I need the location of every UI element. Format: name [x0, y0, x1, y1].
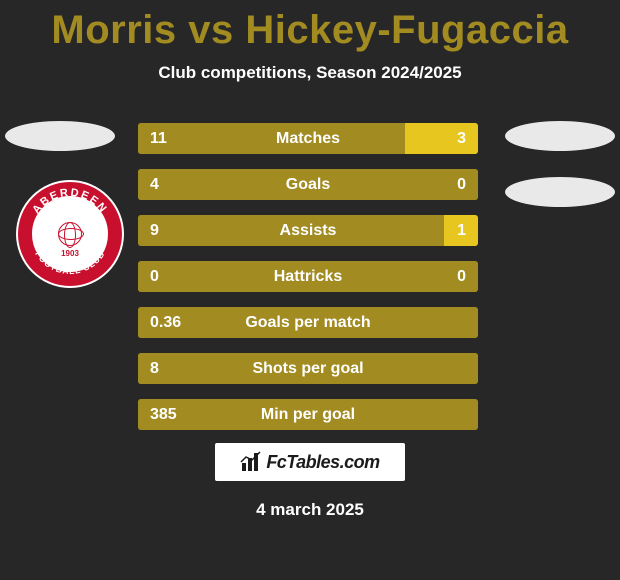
player-badge-right-2 [505, 177, 615, 207]
stat-label: Shots per goal [138, 353, 478, 384]
watermark-text: FcTables.com [266, 452, 379, 473]
date-label: 4 march 2025 [0, 500, 620, 520]
club-crest: ABERDEEN FOOTBALL CLUB 1903 ★ ★ [16, 180, 124, 288]
stat-row: 0.36Goals per match [138, 307, 478, 338]
stat-row: 385Min per goal [138, 399, 478, 430]
crest-ball-icon [58, 222, 82, 246]
stat-row: 91Assists [138, 215, 478, 246]
stat-row: 113Matches [138, 123, 478, 154]
stat-label: Hattricks [138, 261, 478, 292]
stat-row: 40Goals [138, 169, 478, 200]
stats-bars: 113Matches 40Goals 91Assists 00Hattricks 0.3… [138, 123, 478, 445]
stat-label: Min per goal [138, 399, 478, 430]
player-badge-left [5, 121, 115, 151]
watermark: FcTables.com [215, 443, 405, 481]
stat-label: Goals [138, 169, 478, 200]
subtitle: Club competitions, Season 2024/2025 [0, 63, 620, 83]
page-title: Morris vs Hickey-Fugaccia [0, 0, 620, 53]
stat-label: Goals per match [138, 307, 478, 338]
stat-label: Assists [138, 215, 478, 246]
crest-year: 1903 [61, 249, 79, 258]
chart-icon [240, 451, 262, 473]
player-badge-right-1 [505, 121, 615, 151]
stat-row: 8Shots per goal [138, 353, 478, 384]
stat-row: 00Hattricks [138, 261, 478, 292]
stat-label: Matches [138, 123, 478, 154]
